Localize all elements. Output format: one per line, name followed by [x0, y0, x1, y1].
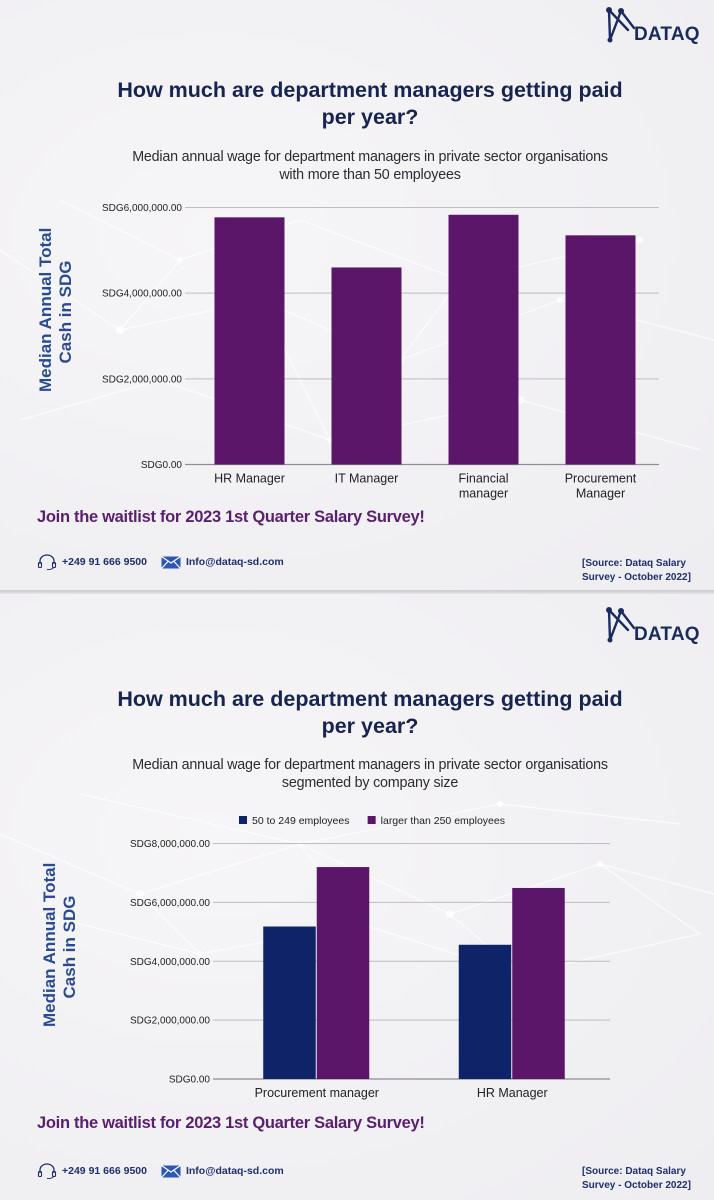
y-tick-label: SDG0.00 [169, 1075, 211, 1086]
bar-larger-than-250-employees-procurement-manager [316, 867, 370, 1079]
phone-contact[interactable]: +249 91 666 9500 [37, 1163, 147, 1179]
chart-title: How much are department managers getting… [117, 78, 623, 129]
x-category-label: manager [459, 487, 508, 501]
y-tick-label: SDG0.00 [141, 460, 183, 471]
legend-label[interactable]: 50 to 249 employees [252, 815, 349, 827]
source-line2: Survey - October 2022] [582, 572, 691, 583]
x-category-label: Manager [576, 487, 625, 501]
waitlist-cta[interactable]: Join the waitlist for 2023 1st Quarter S… [37, 1114, 425, 1132]
bar-50-to-249-employees-procurement-manager [263, 926, 316, 1079]
dataq-logo: DATAQ [606, 604, 700, 644]
bar-chart-overall: SDG0.00 SDG2,000,000.00 SDG4,000,000.00 SDG… [102, 203, 659, 501]
logo-text: DATAQ [634, 24, 700, 45]
source-note: [Source: Dataq Salary Survey - October 2… [582, 557, 712, 585]
legend-swatch [239, 816, 247, 824]
y-tick-label: SDG4,000,000.00 [102, 289, 182, 300]
phone-contact[interactable]: +249 91 666 9500 [37, 554, 147, 570]
source-line2: Survey - October 2022] [582, 1180, 691, 1191]
email-contact[interactable]: Info@dataq-sd.com [161, 1164, 284, 1178]
contact-info: +249 91 666 9500 Info@dataq-sd.com [37, 1163, 298, 1179]
source-line1: [Source: Dataq Salary [582, 1166, 686, 1177]
x-category-label: Procurement manager [255, 1086, 379, 1100]
dataq-logo-icon [606, 7, 636, 43]
x-category-label: Procurement [565, 472, 637, 486]
x-category-label: IT Manager [335, 472, 399, 486]
legend-label[interactable]: larger than 250 employees [381, 815, 505, 827]
phone-number: +249 91 666 9500 [62, 556, 147, 568]
panel-divider [0, 590, 714, 594]
source-note: [Source: Dataq Salary Survey - October 2… [582, 1165, 712, 1193]
dataq-logo: DATAQ [606, 4, 700, 44]
x-category-label: HR Manager [214, 472, 285, 486]
chart-subtitle: Median annual wage for department manage… [132, 757, 608, 791]
y-tick-label: SDG4,000,000.00 [130, 957, 210, 968]
source-line1: [Source: Dataq Salary [582, 558, 686, 569]
envelope-icon [161, 555, 181, 569]
bar-hr-manager [214, 217, 285, 465]
envelope-icon [161, 1164, 181, 1178]
contact-info: +249 91 666 9500 Info@dataq-sd.com [37, 554, 298, 570]
chart-title: How much are department managers getting… [117, 687, 623, 738]
email-address: Info@dataq-sd.com [185, 556, 284, 568]
bar-chart-by-company-size: SDG0.00 SDG2,000,000.00 SDG4,000,000.00 SDG… [130, 815, 610, 1100]
y-tick-label: SDG8,000,000.00 [130, 839, 210, 850]
x-category-label: Financial [458, 472, 508, 486]
email-address: Info@dataq-sd.com [185, 1165, 284, 1177]
y-tick-label: SDG6,000,000.00 [102, 203, 182, 214]
panel-by-company-size: DATAQ How much are department managers g… [0, 594, 714, 1200]
headset-icon [37, 1163, 57, 1179]
y-tick-label: SDG2,000,000.00 [130, 1016, 210, 1027]
email-contact[interactable]: Info@dataq-sd.com [161, 555, 284, 569]
y-tick-label: SDG2,000,000.00 [102, 374, 182, 385]
headset-icon [37, 554, 57, 570]
dataq-logo-icon [606, 607, 636, 643]
phone-number: +249 91 666 9500 [62, 1165, 147, 1177]
bar-procurement-manager [565, 235, 636, 465]
legend-swatch [367, 816, 376, 824]
bar-50-to-249-employees-hr-manager [458, 944, 512, 1079]
bar-larger-than-250-employees-hr-manager [512, 887, 565, 1079]
chart-subtitle: Median annual wage for department manage… [132, 149, 608, 183]
bar-financial-manager [448, 214, 519, 465]
waitlist-cta[interactable]: Join the waitlist for 2023 1st Quarter S… [37, 508, 425, 526]
bar-it-manager [331, 267, 402, 465]
y-tick-label: SDG6,000,000.00 [130, 898, 210, 909]
panel-overall: DATAQ How much are department managers g… [0, 0, 714, 591]
logo-text: DATAQ [634, 624, 700, 645]
x-category-label: HR Manager [477, 1086, 548, 1100]
